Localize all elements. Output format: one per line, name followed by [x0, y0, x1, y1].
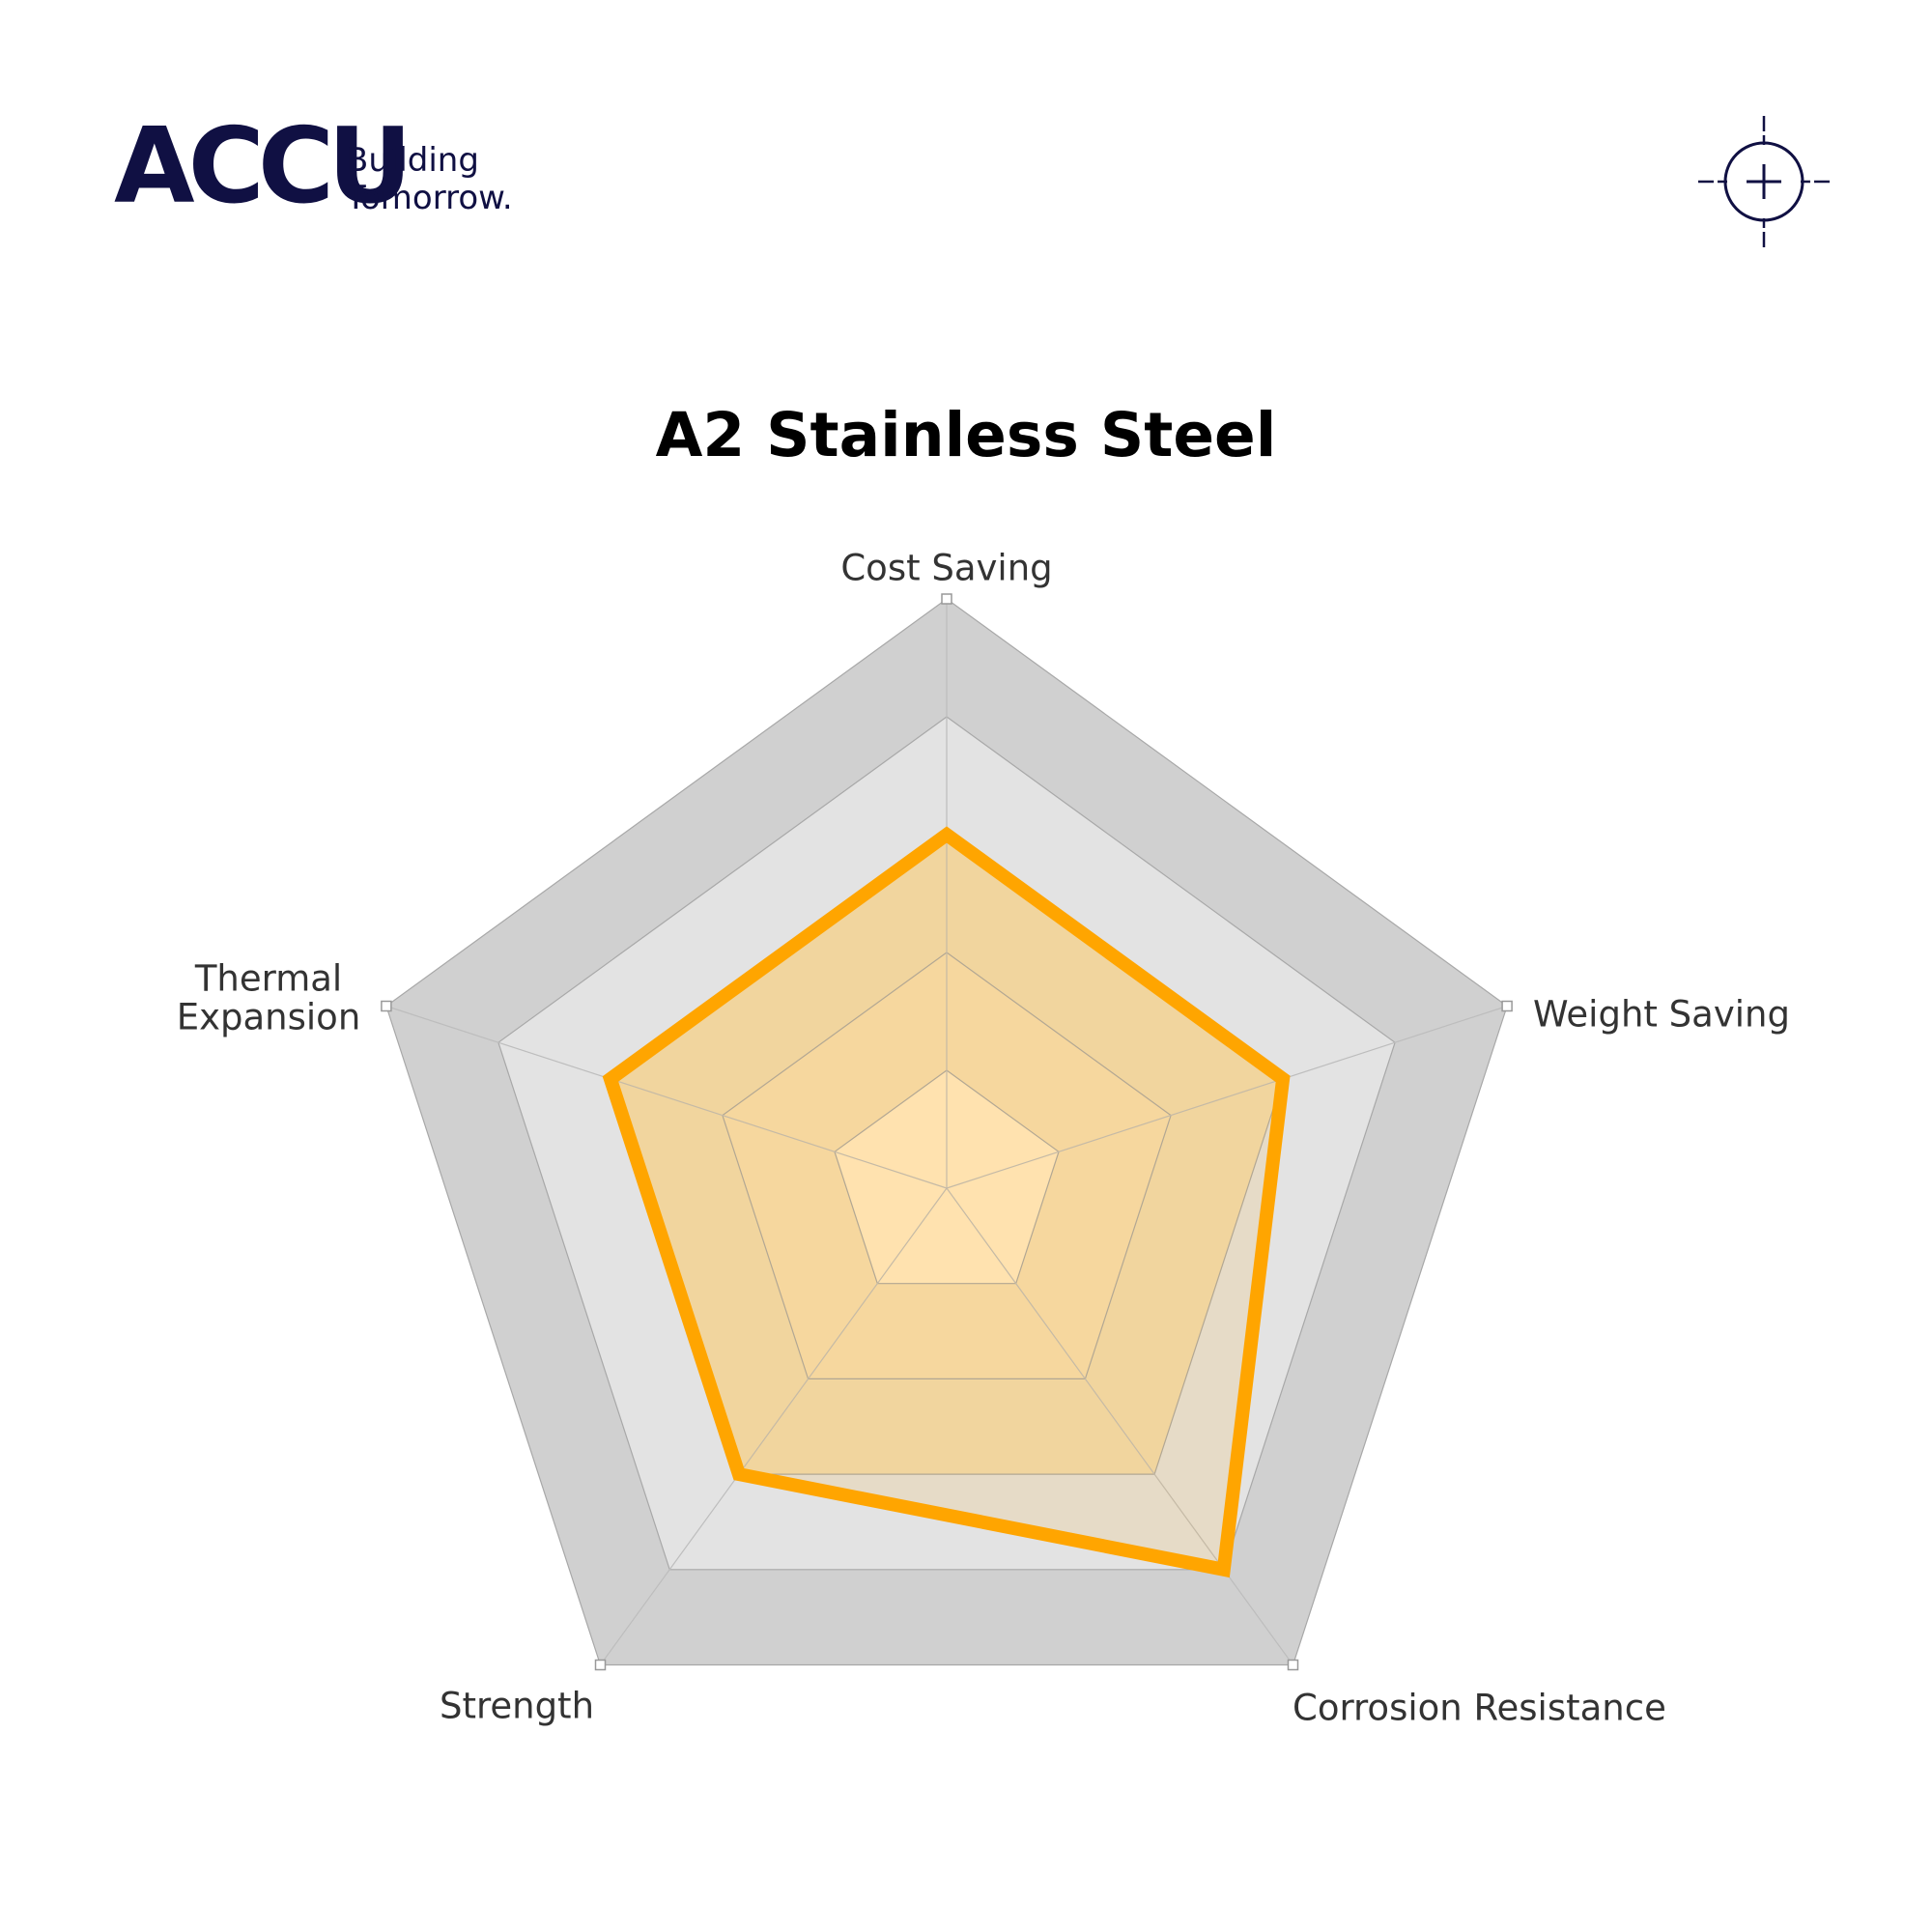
data-point	[943, 831, 951, 838]
logo-tagline-line-2: Tomorrow.	[346, 179, 513, 217]
axis-label: Corrosion Resistance	[1293, 1688, 1666, 1729]
axis-label: Expansion	[177, 997, 361, 1038]
axis-vertex-marker	[594, 1659, 607, 1671]
brand-logo: ACCU Building Tomorrow.	[114, 114, 558, 220]
data-point	[606, 1074, 614, 1083]
series-area	[602, 826, 1291, 1578]
axis-vertex-marker	[1501, 1000, 1513, 1012]
axis-spoke	[385, 1005, 948, 1189]
data-point	[734, 1470, 743, 1479]
axis-vertex-marker	[941, 593, 952, 605]
axis-vertex-marker	[1287, 1659, 1299, 1671]
logo-tagline-line-1: Building	[346, 141, 479, 180]
axis-vertex-marker	[381, 1000, 392, 1012]
axis-label: Thermal	[194, 958, 342, 1000]
chart-title: A2 Stainless Steel	[655, 400, 1277, 470]
axis-spoke	[946, 1005, 1508, 1189]
data-point	[1279, 1074, 1288, 1083]
data-point	[1219, 1565, 1228, 1574]
crosshair-icon	[1698, 116, 1830, 247]
logo-tagline: Building Tomorrow.	[346, 142, 513, 217]
logo-wordmark: ACCU	[114, 106, 412, 227]
axis-spoke	[600, 1187, 948, 1665]
axis-spoke	[946, 1187, 1293, 1665]
axis-label: Weight Saving	[1533, 994, 1790, 1036]
axis-label: Cost Saving	[840, 548, 1052, 589]
axis-label: Strength	[440, 1686, 594, 1727]
